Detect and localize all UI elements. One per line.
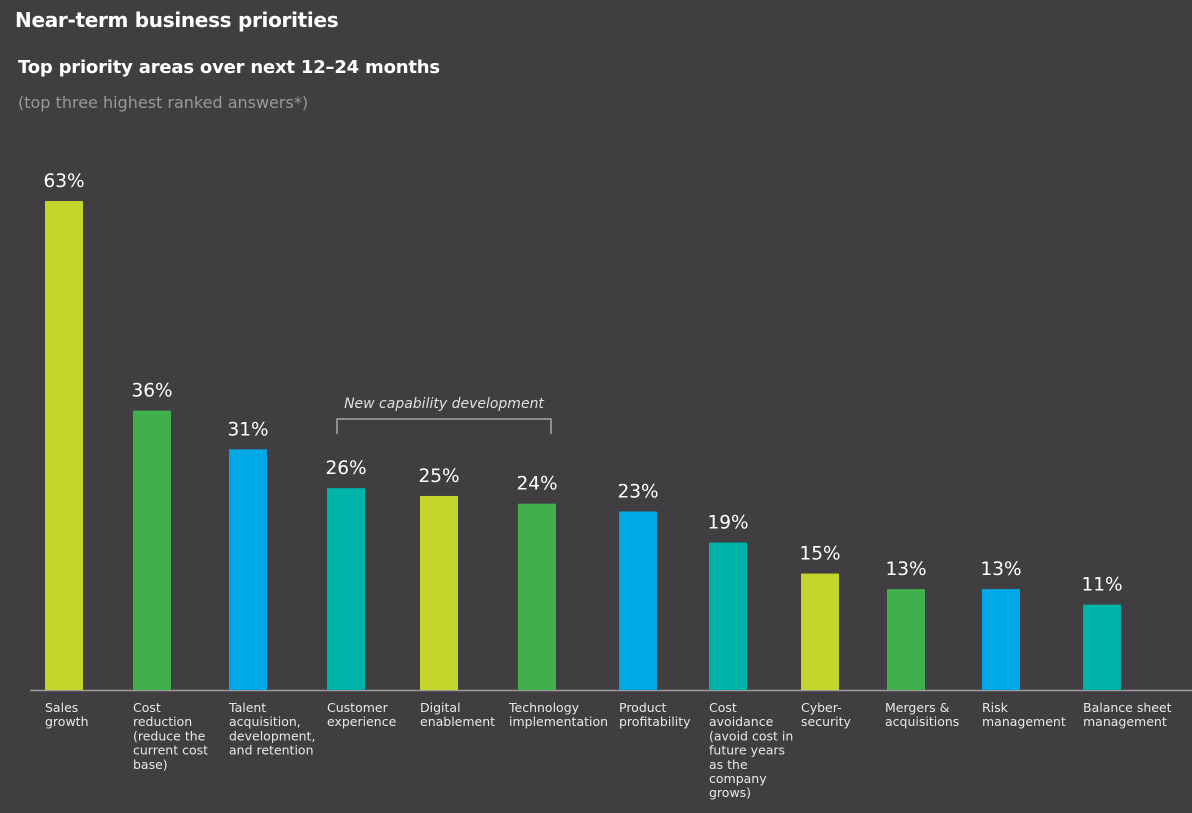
- bar: [982, 589, 1020, 690]
- category-label: Risk management: [982, 700, 1066, 729]
- value-label: 31%: [227, 419, 268, 440]
- chart-subtitle: Top priority areas over next 12–24 month…: [18, 57, 440, 78]
- category-label: Cyber-security: [801, 700, 852, 729]
- bar: [518, 503, 556, 690]
- value-label: 11%: [1081, 575, 1122, 596]
- value-label: 23%: [617, 481, 658, 502]
- bar: [619, 511, 657, 690]
- value-label: 19%: [707, 513, 748, 534]
- bar: [45, 201, 83, 690]
- value-label: 13%: [980, 559, 1021, 580]
- page-title: Near-term business priorities: [15, 8, 339, 32]
- value-label: 13%: [885, 559, 926, 580]
- bar: [801, 573, 839, 690]
- value-label: 25%: [418, 466, 459, 487]
- annotation-label: New capability development: [344, 396, 544, 412]
- category-label: Customer experience: [327, 700, 397, 729]
- category-label: Technology implementation: [508, 700, 608, 729]
- bar: [229, 449, 267, 690]
- bar: [420, 495, 458, 690]
- value-label: 36%: [131, 381, 172, 402]
- annotation-bracket: [336, 418, 552, 434]
- bar: [133, 410, 171, 690]
- value-label: 63%: [43, 171, 84, 192]
- category-label: Cost avoidance (avoid cost in future years a…: [709, 700, 793, 800]
- category-label: Sales growth: [45, 700, 89, 729]
- category-label: Mergers & acquisitions: [885, 700, 959, 729]
- value-label: 15%: [799, 544, 840, 565]
- bar: [709, 542, 747, 690]
- category-label: Balance sheet management: [1083, 700, 1172, 729]
- value-label: 24%: [516, 474, 557, 495]
- category-label: Product profitability: [619, 700, 691, 729]
- category-label: Talent acquisition, development, and retent…: [228, 700, 315, 758]
- category-label: Cost reduction (reduce the current cost base…: [133, 700, 208, 772]
- bar: [1083, 604, 1121, 690]
- category-label: Digital enablement: [420, 700, 495, 729]
- bar: [327, 488, 365, 690]
- chart-note: (top three highest ranked answers*): [18, 93, 309, 112]
- bar: [887, 589, 925, 690]
- value-label: 26%: [325, 458, 366, 479]
